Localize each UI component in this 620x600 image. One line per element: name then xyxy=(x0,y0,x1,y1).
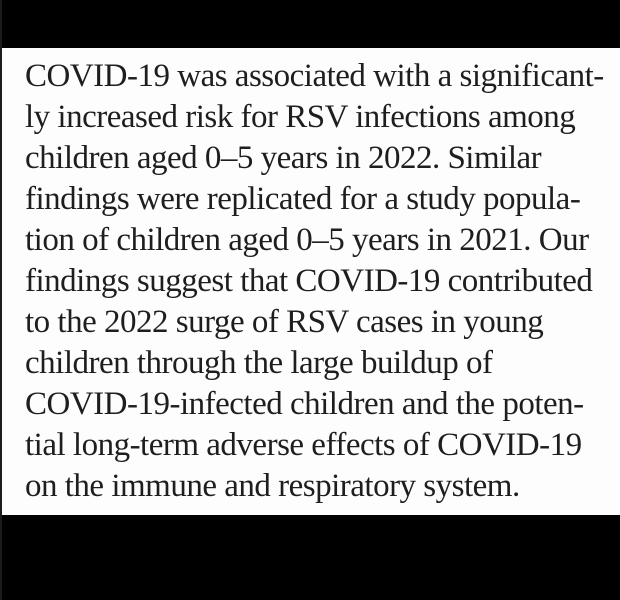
text-line: ly increased risk for RSV infections amo… xyxy=(25,99,576,135)
bottom-letterbox-bar xyxy=(0,515,620,600)
text-line: tion of children aged 0–5 years in 2021.… xyxy=(25,222,589,258)
article-page: COVID-19 was associated with a significa… xyxy=(0,48,620,515)
left-edge-line xyxy=(0,0,2,600)
top-letterbox-bar xyxy=(0,0,620,48)
text-line: findings were replicated for a study pop… xyxy=(25,181,581,217)
text-line: COVID-19 was associated with a significa… xyxy=(25,58,604,94)
article-text-block: COVID-19 was associated with a significa… xyxy=(25,56,620,507)
text-line: COVID-19-infected children and the poten… xyxy=(25,386,584,422)
text-line: children aged 0–5 years in 2022. Similar xyxy=(25,140,542,176)
text-line: on the immune and respiratory system. xyxy=(25,468,520,504)
text-line: findings suggest that COVID-19 contribut… xyxy=(25,263,593,299)
text-line: children through the large buildup of xyxy=(25,345,493,381)
text-line: to the 2022 surge of RSV cases in young xyxy=(25,304,544,340)
text-line: tial long-term adverse effects of COVID-… xyxy=(25,427,582,463)
